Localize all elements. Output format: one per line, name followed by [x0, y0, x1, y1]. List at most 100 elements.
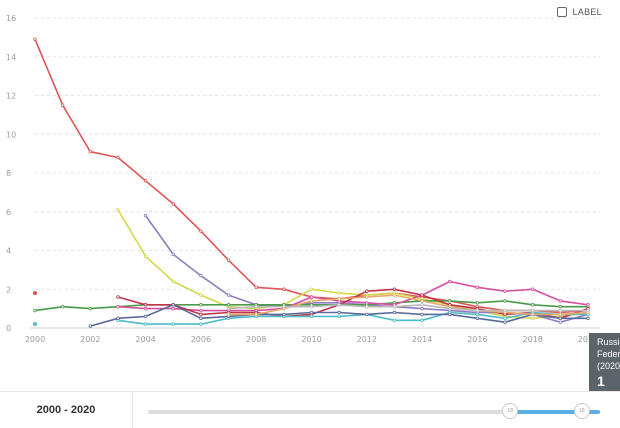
- data-point[interactable]: [60, 304, 65, 309]
- data-point[interactable]: [365, 295, 369, 299]
- data-point[interactable]: [558, 320, 563, 324]
- data-point[interactable]: [282, 287, 286, 291]
- data-point[interactable]: [448, 306, 452, 311]
- data-point[interactable]: [116, 155, 120, 160]
- data-point[interactable]: [143, 314, 148, 319]
- data-point[interactable]: [475, 316, 480, 321]
- data-point[interactable]: [365, 289, 369, 293]
- data-point[interactable]: [143, 179, 148, 183]
- data-point[interactable]: [337, 303, 341, 307]
- slider-end-handle[interactable]: 18: [573, 403, 590, 419]
- data-point[interactable]: [503, 308, 507, 313]
- data-point[interactable]: [226, 293, 231, 297]
- data-point[interactable]: [420, 312, 424, 317]
- data-point[interactable]: [33, 322, 38, 327]
- data-point[interactable]: [503, 316, 507, 321]
- data-point[interactable]: [531, 303, 535, 307]
- data-point[interactable]: [226, 303, 231, 307]
- data-point[interactable]: [199, 308, 203, 313]
- data-point[interactable]: [531, 308, 535, 313]
- data-point[interactable]: [475, 308, 480, 313]
- data-point[interactable]: [586, 308, 590, 313]
- data-point[interactable]: [365, 304, 369, 309]
- data-point[interactable]: [33, 308, 37, 313]
- data-point[interactable]: [420, 318, 424, 322]
- data-point[interactable]: [143, 213, 148, 218]
- data-point[interactable]: [448, 279, 452, 284]
- data-point[interactable]: [365, 312, 369, 317]
- data-point[interactable]: [60, 103, 65, 107]
- data-point[interactable]: [171, 322, 175, 326]
- data-point[interactable]: [420, 303, 424, 307]
- data-point[interactable]: [143, 322, 148, 326]
- data-point[interactable]: [309, 287, 314, 291]
- data-point[interactable]: [586, 316, 590, 321]
- data-point[interactable]: [531, 316, 535, 321]
- data-point[interactable]: [531, 312, 535, 317]
- data-point[interactable]: [448, 312, 452, 317]
- data-point[interactable]: [171, 252, 175, 257]
- slider-start-handle[interactable]: 18: [502, 403, 519, 419]
- data-point[interactable]: [558, 304, 563, 309]
- data-point[interactable]: [392, 310, 397, 315]
- data-point[interactable]: [392, 287, 397, 291]
- data-point[interactable]: [392, 293, 397, 297]
- data-point[interactable]: [171, 306, 175, 311]
- year-range-slider[interactable]: 18 18: [148, 403, 600, 419]
- data-point[interactable]: [199, 322, 203, 326]
- data-point[interactable]: [503, 320, 507, 324]
- data-point[interactable]: [558, 299, 563, 303]
- data-point[interactable]: [282, 304, 286, 309]
- data-point[interactable]: [475, 285, 480, 290]
- data-point[interactable]: [309, 295, 314, 299]
- data-point[interactable]: [226, 258, 231, 262]
- data-point[interactable]: [365, 301, 369, 305]
- data-point[interactable]: [33, 291, 38, 296]
- data-point[interactable]: [199, 312, 203, 317]
- data-point[interactable]: [420, 293, 424, 297]
- data-point[interactable]: [531, 287, 535, 291]
- data-point[interactable]: [88, 149, 92, 154]
- label-toggle[interactable]: LABEL: [557, 7, 602, 17]
- data-point[interactable]: [199, 229, 203, 233]
- data-point[interactable]: [392, 318, 397, 322]
- data-point[interactable]: [143, 303, 148, 307]
- data-point[interactable]: [475, 301, 480, 305]
- data-point[interactable]: [337, 291, 341, 295]
- data-point[interactable]: [199, 303, 203, 307]
- data-point[interactable]: [558, 308, 563, 313]
- data-point[interactable]: [309, 304, 314, 309]
- data-point[interactable]: [199, 316, 203, 321]
- data-point[interactable]: [337, 297, 341, 301]
- data-point[interactable]: [88, 306, 92, 311]
- data-point[interactable]: [199, 293, 203, 297]
- data-point[interactable]: [226, 312, 231, 317]
- data-point[interactable]: [282, 312, 286, 317]
- data-point[interactable]: [309, 314, 314, 319]
- data-point[interactable]: [116, 208, 120, 212]
- data-point[interactable]: [337, 310, 341, 315]
- data-point[interactable]: [226, 306, 231, 311]
- data-point[interactable]: [143, 254, 148, 259]
- data-point[interactable]: [171, 202, 175, 206]
- data-point[interactable]: [475, 312, 480, 317]
- data-point[interactable]: [309, 310, 314, 315]
- data-point[interactable]: [88, 324, 92, 328]
- data-point[interactable]: [33, 37, 37, 42]
- data-point[interactable]: [171, 279, 175, 284]
- data-point[interactable]: [143, 306, 148, 311]
- data-point[interactable]: [337, 314, 341, 319]
- data-point[interactable]: [586, 303, 590, 307]
- data-point[interactable]: [392, 304, 397, 309]
- data-point[interactable]: [503, 289, 507, 293]
- data-point[interactable]: [558, 312, 563, 317]
- data-point[interactable]: [116, 295, 120, 299]
- data-point[interactable]: [558, 316, 563, 321]
- data-point[interactable]: [448, 299, 452, 303]
- data-point[interactable]: [171, 303, 175, 307]
- data-point[interactable]: [254, 285, 258, 290]
- data-point[interactable]: [116, 316, 120, 321]
- data-point[interactable]: [254, 312, 258, 317]
- label-checkbox[interactable]: [557, 7, 568, 17]
- data-point[interactable]: [199, 273, 203, 278]
